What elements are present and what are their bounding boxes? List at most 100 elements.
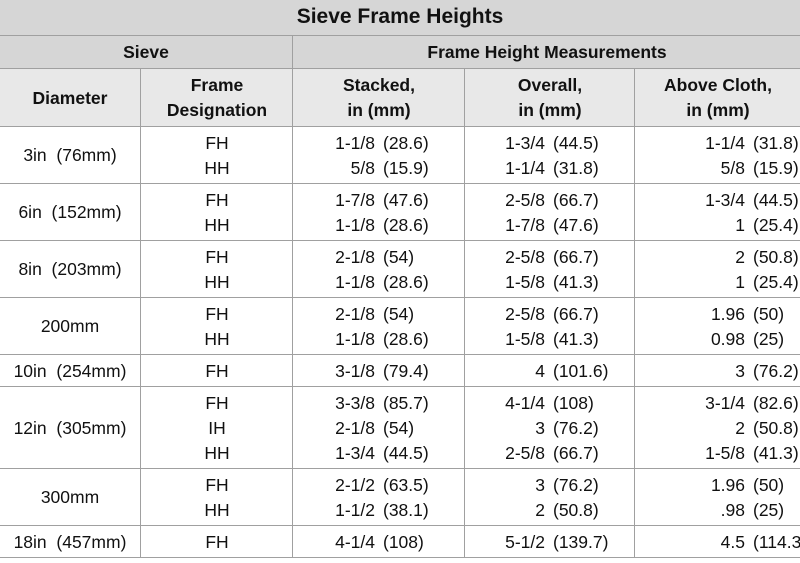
- designation: FH: [205, 393, 229, 413]
- inches: 2: [535, 500, 545, 520]
- inches: 1-5/8: [705, 443, 745, 463]
- inches: 3-1/4: [705, 393, 745, 413]
- measurement-cell: 2-5/8 (66.7) 1-5/8 (41.3): [464, 298, 634, 355]
- millimeters: (139.7): [553, 532, 609, 552]
- inches: 2-5/8: [505, 190, 545, 210]
- inches: 1-3/4: [705, 190, 745, 210]
- designation-cell: FH HH: [140, 469, 292, 526]
- inches: 1-7/8: [505, 215, 545, 235]
- millimeters: (85.7): [383, 393, 429, 413]
- inches: 3: [535, 418, 545, 438]
- diameter: 200mm: [40, 316, 100, 336]
- measurement-cell: 2-1/8 (54) 1-1/8 (28.6): [292, 298, 464, 355]
- designation: FH: [205, 361, 229, 381]
- millimeters: (50.8): [753, 418, 799, 438]
- designation: FH: [205, 133, 229, 153]
- designation: FH: [205, 247, 229, 267]
- inches: 1: [735, 272, 745, 292]
- measurement-cell: 2-5/8 (66.7) 1-7/8 (47.6): [464, 184, 634, 241]
- diameter-cell: 200mm: [0, 298, 140, 355]
- measurement-cell: 3-3/8 (85.7) 2-1/8 (54) 1-3/4 (44.5): [292, 387, 464, 469]
- designation: FH: [205, 190, 229, 210]
- diameter: 10in (254mm): [13, 360, 127, 381]
- inches: 2-1/2: [335, 475, 375, 495]
- inches: 1.96: [710, 304, 745, 324]
- diameter: 18in (457mm): [13, 531, 127, 552]
- inches: 1-3/4: [505, 133, 545, 153]
- measurement-cell: 1-3/4 (44.5) 1 (25.4): [634, 184, 800, 241]
- inches: 2-1/8: [335, 418, 375, 438]
- column-header-cell: Overall, in (mm): [464, 69, 634, 127]
- designation-cell: FH HH: [140, 241, 292, 298]
- millimeters: (15.9): [753, 158, 799, 178]
- inches: 3: [735, 361, 745, 381]
- designation-cell: FH HH: [140, 298, 292, 355]
- millimeters: (47.6): [553, 215, 599, 235]
- column-header: Overall,: [517, 75, 583, 95]
- millimeters: (76.2): [553, 418, 599, 438]
- designation: IH: [208, 418, 226, 438]
- measurement-cell: 4.5 (114.3): [634, 526, 800, 558]
- diameter: 12in (305mm): [13, 417, 127, 438]
- inches: 4-1/4: [335, 532, 375, 552]
- millimeters: (50): [753, 304, 785, 324]
- measurement-cell: 1.96 (50) 0.98 (25): [634, 298, 800, 355]
- inches: 1-1/2: [335, 500, 375, 520]
- diameter: 300mm: [40, 487, 100, 507]
- designation: HH: [204, 329, 230, 349]
- diameter: 6in (152mm): [18, 202, 122, 222]
- inches: 2-5/8: [505, 304, 545, 324]
- column-header: Diameter: [32, 87, 108, 108]
- millimeters: (54): [383, 418, 415, 438]
- millimeters: (82.6): [753, 393, 799, 413]
- millimeters: (54): [383, 247, 415, 267]
- millimeters: (28.6): [383, 215, 429, 235]
- header-measurements: Frame Height Measurements: [427, 42, 667, 62]
- measurement-cell: 2-1/8 (54) 1-1/8 (28.6): [292, 241, 464, 298]
- designation: FH: [205, 532, 229, 552]
- inches: 1-5/8: [505, 329, 545, 349]
- measurement-cell: 1-3/4 (44.5) 1-1/4 (31.8): [464, 127, 634, 184]
- column-header: in (mm): [686, 100, 750, 120]
- millimeters: (66.7): [553, 443, 599, 463]
- inches: 1-1/4: [505, 158, 545, 178]
- millimeters: (79.4): [383, 361, 429, 381]
- millimeters: (108): [383, 532, 424, 552]
- inches: 1-1/8: [335, 215, 375, 235]
- diameter-cell: 12in (305mm): [0, 387, 140, 469]
- millimeters: (101.6): [553, 361, 609, 381]
- header-sieve: Sieve: [123, 42, 169, 62]
- designation-cell: FH HH: [140, 127, 292, 184]
- inches: 2-5/8: [505, 443, 545, 463]
- measurement-cell: 1-7/8 (47.6) 1-1/8 (28.6): [292, 184, 464, 241]
- designation: FH: [205, 475, 229, 495]
- inches: 5/8: [350, 158, 375, 178]
- diameter-cell: 10in (254mm): [0, 355, 140, 387]
- column-header: in (mm): [518, 100, 582, 120]
- title: Sieve Frame Heights: [296, 5, 504, 28]
- millimeters: (41.3): [753, 443, 799, 463]
- measurement-cell: 3 (76.2): [634, 355, 800, 387]
- millimeters: (108): [553, 393, 594, 413]
- inches: 1-5/8: [505, 272, 545, 292]
- inches: 5/8: [720, 158, 745, 178]
- inches: 1-1/8: [335, 133, 375, 153]
- millimeters: (31.8): [553, 158, 599, 178]
- inches: 1-1/8: [335, 329, 375, 349]
- column-header: Designation: [166, 100, 268, 120]
- millimeters: (66.7): [553, 304, 599, 324]
- inches: 0.98: [710, 329, 745, 349]
- millimeters: (76.2): [753, 361, 799, 381]
- inches: 1-1/4: [705, 133, 745, 153]
- millimeters: (25.4): [753, 215, 799, 235]
- millimeters: (50.8): [753, 247, 799, 267]
- millimeters: (28.6): [383, 133, 429, 153]
- millimeters: (50): [753, 475, 785, 495]
- designation-cell: FH: [140, 355, 292, 387]
- inches: 3: [535, 475, 545, 495]
- millimeters: (25): [753, 329, 785, 349]
- inches: 1-7/8: [335, 190, 375, 210]
- measurement-cell: 4-1/4 (108) 3 (76.2) 2-5/8 (66.7): [464, 387, 634, 469]
- measurement-cell: 4-1/4 (108): [292, 526, 464, 558]
